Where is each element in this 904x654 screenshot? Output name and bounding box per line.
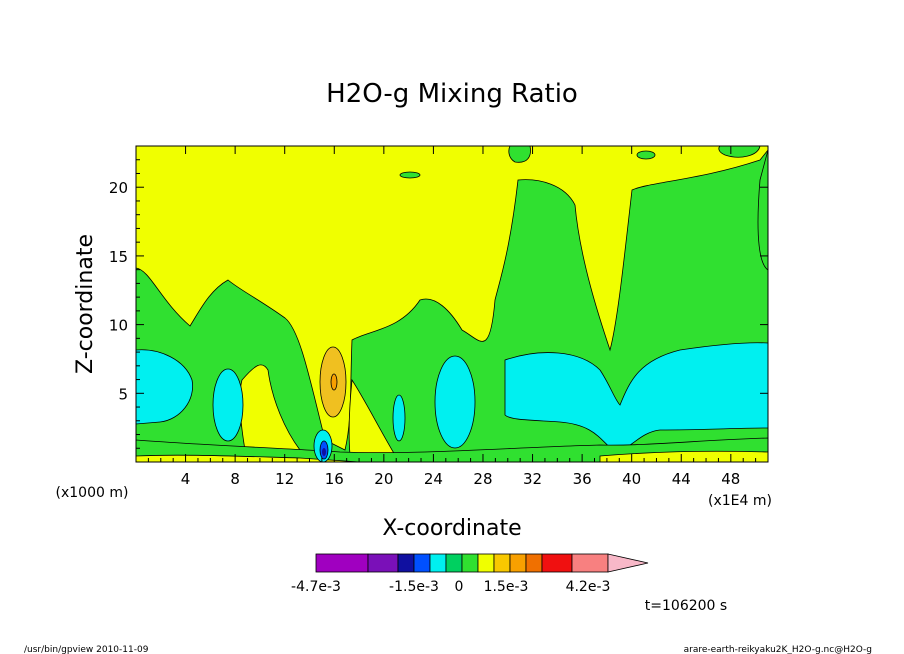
colorbar-label-4: 4.2e-3: [566, 579, 611, 595]
field-green-blob-top-right: [718, 145, 761, 158]
field-green-blob-small: [636, 150, 656, 160]
x-unit-right: (x1E4 m): [708, 493, 772, 509]
x-tick-label: 44: [672, 470, 691, 488]
y-tick-label: 10: [109, 317, 128, 335]
colorbar-swatch: [315, 553, 369, 573]
colorbar-swatch: [445, 553, 463, 573]
field-green-region: [135, 148, 769, 463]
x-axis-label: X-coordinate: [382, 516, 521, 541]
x-tick-label: 48: [721, 470, 740, 488]
colorbar-swatch: [413, 553, 431, 573]
field-green-blob-top: [508, 145, 531, 163]
x-unit-left: (x1000 m): [56, 485, 129, 501]
footer-right: arare-earth-reikyaku2K_H2O-g.nc@H2O-g: [684, 645, 872, 654]
colorbar-swatch: [541, 553, 573, 573]
footer-left: /usr/bin/gpview 2010-11-09: [24, 645, 149, 654]
chart-title: H2O-g Mixing Ratio: [326, 79, 578, 109]
field-green-blob-tiny: [399, 171, 421, 179]
colorbar-label-2: 0: [455, 579, 464, 595]
x-tick-label: 16: [325, 470, 344, 488]
x-axis: 4 8 12 16 20 24 28 32 36 40 44 48: [147, 146, 757, 488]
colorbar-swatch: [509, 553, 527, 573]
plot-area: [135, 145, 769, 463]
y-axis-label: Z-coordinate: [73, 234, 98, 374]
field-orange-core: [330, 373, 338, 391]
colorbar-swatch: [397, 553, 415, 573]
colorbar-swatch: [429, 553, 447, 573]
field-navy-15: [322, 448, 326, 456]
plot-frame: [135, 145, 769, 463]
colorbar-swatch: [477, 553, 495, 573]
field-cyan-8: [212, 368, 244, 442]
colorbar-extend-arrow: [607, 553, 649, 573]
x-tick-label: 8: [230, 470, 240, 488]
y-tick-label: 15: [109, 248, 128, 266]
colorbar-swatch: [461, 553, 479, 573]
field-cyan-left: [135, 349, 194, 425]
colorbar-swatch: [571, 553, 609, 573]
field-cyan-26: [434, 355, 476, 449]
colorbar-label-0: -4.7e-3: [291, 579, 341, 595]
colorbar-swatch: [367, 553, 399, 573]
colorbar-swatch: [525, 553, 543, 573]
colorbar-label-3: 1.5e-3: [484, 579, 529, 595]
x-tick-label: 4: [181, 470, 191, 488]
colorbar-swatch: [493, 553, 511, 573]
colorbar: [315, 553, 649, 573]
x-tick-label: 40: [622, 470, 641, 488]
x-tick-label: 12: [275, 470, 294, 488]
field-cyan-21: [392, 394, 406, 442]
time-label: t=106200 s: [645, 598, 727, 614]
colorbar-label-1: -1.5e-3: [389, 579, 439, 595]
y-axis: 5 10 15 20: [109, 159, 768, 449]
x-tick-label: 20: [374, 470, 393, 488]
x-tick-label: 32: [523, 470, 542, 488]
y-tick-label: 5: [118, 385, 128, 403]
x-tick-label: 28: [473, 470, 492, 488]
x-tick-label: 36: [573, 470, 592, 488]
y-tick-label: 20: [109, 179, 128, 197]
x-tick-label: 24: [424, 470, 443, 488]
